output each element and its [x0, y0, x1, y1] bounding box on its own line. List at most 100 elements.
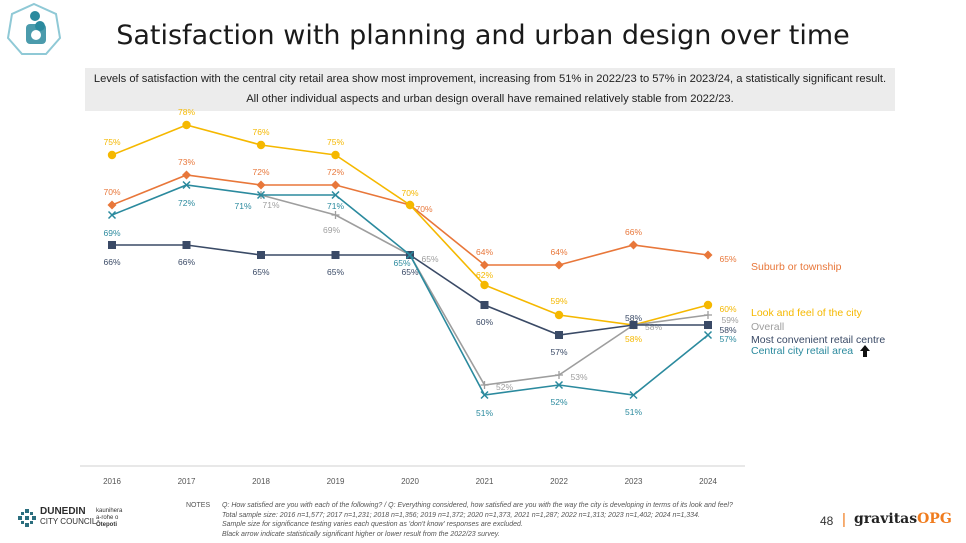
circle-marker [182, 120, 191, 130]
notes-line: Black arrow indicate statistically signi… [222, 530, 500, 538]
x-tick-label: 2021 [476, 477, 494, 486]
footer-separator: | [842, 511, 846, 528]
circle-marker [703, 300, 713, 310]
series-line-overall [260, 194, 709, 386]
notes-line: Sample size for significance testing var… [222, 521, 523, 529]
cross-marker [629, 390, 638, 400]
cross-marker [405, 250, 415, 260]
data-label: 60% [719, 304, 736, 314]
data-label: 59% [550, 296, 567, 306]
gravitas-opg-logo: gravitasOPG [854, 511, 952, 527]
circle-marker [107, 150, 117, 160]
data-label: 75% [103, 137, 120, 147]
summary-line-2: All other individual aspects and urban d… [246, 93, 734, 105]
data-label: 57% [550, 347, 567, 357]
data-label: 72% [178, 198, 195, 208]
data-label: 65% [401, 267, 418, 277]
x-tick-label: 2022 [550, 477, 568, 486]
data-label: 69% [103, 228, 120, 238]
data-label: 73% [178, 157, 195, 167]
notes-label: NOTES [186, 502, 211, 509]
circle-marker [331, 150, 340, 160]
data-label: 52% [496, 382, 513, 392]
square-marker [257, 251, 265, 259]
legend-label: Suburb or township [751, 261, 842, 273]
x-tick-label: 2016 [103, 477, 121, 486]
data-label: 58% [625, 313, 642, 323]
diamond-marker [256, 180, 266, 190]
page-title: Satisfaction with planning and urban des… [116, 20, 850, 51]
legend-label: Overall [751, 321, 784, 333]
legend-label: Central city retail area [751, 345, 853, 357]
square-marker [704, 321, 712, 329]
dunedin-city-council-logo: DUNEDIN CITY COUNCIL kaunihera a-rohe o … [18, 507, 128, 531]
data-label: 66% [103, 257, 120, 267]
diamond-marker [182, 170, 191, 180]
square-marker [108, 241, 116, 249]
data-label: 53% [570, 372, 587, 382]
summary-box: Levels of satisfaction with the central … [85, 68, 895, 111]
data-label: 64% [550, 247, 567, 257]
data-label: 71% [234, 201, 251, 211]
cross-marker [256, 190, 266, 200]
data-label: 66% [625, 227, 642, 237]
data-label: 70% [415, 204, 432, 214]
square-marker [480, 301, 489, 309]
circle-marker [480, 280, 489, 290]
data-label: 65% [252, 267, 269, 277]
square-marker [182, 241, 191, 249]
data-label: 69% [323, 225, 340, 235]
data-label: 52% [550, 397, 567, 407]
data-label: 72% [252, 167, 269, 177]
diamond-marker [331, 180, 340, 190]
square-marker [629, 321, 638, 329]
x-tick-label: 2019 [327, 477, 345, 486]
cross-marker [107, 210, 117, 220]
data-label: 57% [719, 334, 736, 344]
data-label: 70% [401, 188, 418, 198]
maori-name-line-3: Ōtepoti [96, 522, 117, 528]
circle-marker [405, 200, 415, 210]
data-label: 51% [625, 407, 642, 417]
brand-accent: OPG [917, 511, 952, 527]
circle-marker [256, 140, 266, 150]
diamond-marker [480, 260, 489, 270]
diamond-marker [703, 250, 713, 260]
data-label: 65% [421, 254, 438, 264]
maori-name-line-1: kaunihera [96, 508, 123, 514]
council-name-line-2: CITY COUNCIL [40, 517, 97, 526]
cross-marker [331, 190, 340, 200]
data-label: 64% [476, 247, 493, 257]
data-label: 65% [327, 267, 344, 277]
data-label: 78% [178, 107, 195, 117]
significance-up-arrow-icon [860, 345, 870, 357]
data-label: 58% [645, 322, 662, 332]
square-marker [555, 331, 563, 339]
data-label: 70% [103, 187, 120, 197]
series-line-look-and-feel-of-the-city [111, 124, 709, 326]
diamond-marker [554, 260, 564, 270]
series-line-central-city-retail-area [111, 184, 709, 396]
data-label: 72% [327, 167, 344, 177]
cross-marker [480, 390, 489, 400]
square-marker [331, 251, 340, 259]
data-label: 66% [178, 257, 195, 267]
data-label: 65% [719, 254, 736, 264]
data-label: 76% [252, 127, 269, 137]
x-tick-label: 2018 [252, 477, 270, 486]
circle-marker [554, 310, 564, 320]
data-label: 65% [393, 258, 410, 268]
maori-name-line-2: a-rohe o [96, 515, 119, 521]
council-emblem-icon [18, 509, 36, 527]
notes-line: Total sample size: 2016 n=1,577; 2017 n=… [222, 511, 700, 519]
data-label: 75% [327, 137, 344, 147]
council-name-line-1: DUNEDIN [40, 506, 86, 517]
diamond-marker [629, 240, 638, 250]
brand-main: gravitas [854, 511, 918, 527]
cross-marker [182, 180, 191, 190]
data-label: 71% [262, 200, 279, 210]
x-tick-label: 2024 [699, 477, 717, 486]
line-chart: 2016 2017 2018 2019 2020 2021 2022 2023 2024 70% 7… [80, 107, 885, 486]
legend-label: Most convenient retail centre [751, 334, 885, 346]
page-number: 48 [820, 514, 834, 528]
